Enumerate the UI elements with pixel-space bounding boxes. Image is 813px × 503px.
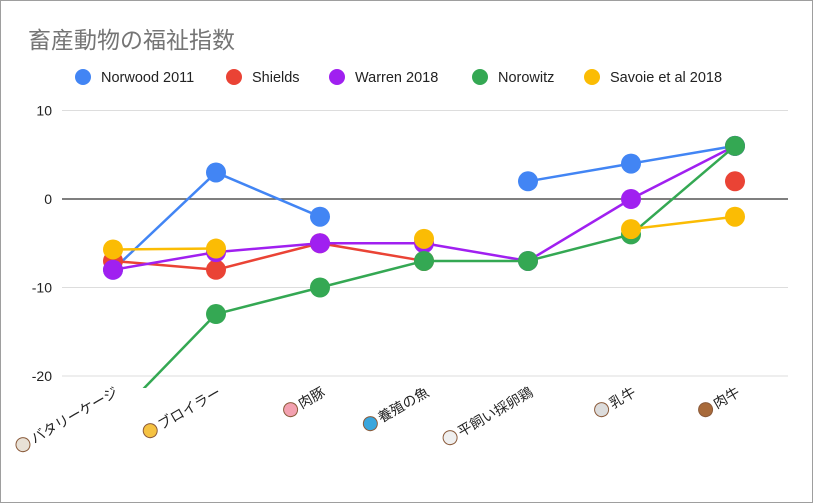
data-point (621, 189, 641, 209)
legend-item: Warren 2018 (329, 69, 438, 86)
legend-label: Savoie et al 2018 (610, 70, 722, 86)
cow-icon (594, 402, 610, 418)
x-tick-label: 乳牛 (594, 385, 639, 418)
series-line (112, 242, 425, 272)
legend-label: Shields (252, 70, 300, 86)
data-point (206, 304, 226, 325)
rooster-icon (442, 430, 458, 446)
data-point (103, 239, 123, 260)
data-point (206, 238, 226, 259)
series-group (103, 206, 745, 260)
x-tick-label: バタリーケージ (15, 385, 121, 453)
legend-item: Norowitz (472, 69, 554, 86)
legend-label: Norwood 2011 (101, 70, 194, 86)
data-point (103, 259, 123, 280)
pig-icon (283, 402, 299, 418)
data-point (725, 171, 745, 192)
y-tick-label: 0 (44, 191, 52, 207)
x-tick-text: ブロイラー (155, 384, 224, 434)
x-tick-text: 平飼い採卵鶏 (455, 385, 536, 441)
data-point (621, 153, 641, 174)
x-tick-label: 養殖の魚 (362, 384, 432, 432)
data-point (414, 250, 434, 271)
x-tick-label: ブロイラー (142, 384, 224, 439)
y-tick-label: -10 (32, 280, 52, 296)
data-point (414, 228, 434, 249)
chick-icon (142, 423, 158, 439)
y-tick-label: -20 (32, 368, 52, 384)
series-line (112, 247, 217, 251)
data-point (518, 171, 538, 192)
chart-title: 畜産動物の福祉指数 (28, 28, 235, 54)
x-tick-text: 肉牛 (711, 385, 743, 413)
legend-label: Warren 2018 (355, 70, 438, 86)
data-point (310, 233, 330, 254)
data-point (518, 250, 538, 271)
legend-marker (584, 69, 600, 85)
legend-item: Shields (226, 69, 300, 86)
x-tick-label: 肉牛 (698, 385, 743, 418)
x-tick-text: 養殖の魚 (375, 384, 432, 427)
data-point (725, 135, 745, 156)
chicken-icon (15, 437, 31, 453)
ox-icon (698, 402, 714, 418)
legend-marker (329, 69, 345, 85)
series-line (630, 215, 736, 231)
y-tick-label: 10 (36, 103, 52, 119)
legend-marker (472, 69, 488, 85)
x-tick-label: 肉豚 (283, 385, 328, 418)
legend-label: Norowitz (498, 70, 554, 86)
legend-marker (226, 69, 242, 85)
legend-marker (75, 69, 91, 85)
legend-item: Norwood 2011 (75, 69, 194, 86)
data-point (310, 206, 330, 227)
data-point (310, 277, 330, 298)
series-line (142, 144, 736, 388)
x-tick-label: 平飼い採卵鶏 (442, 385, 536, 446)
legend-item: Savoie et al 2018 (584, 69, 722, 86)
data-point (621, 219, 641, 240)
fish-icon (362, 416, 378, 432)
data-point (725, 206, 745, 227)
x-tick-text: バタリーケージ (28, 385, 121, 448)
data-point (206, 162, 226, 183)
data-point (206, 259, 226, 280)
x-tick-text: 乳牛 (607, 385, 639, 413)
x-tick-text: 肉豚 (296, 385, 328, 413)
